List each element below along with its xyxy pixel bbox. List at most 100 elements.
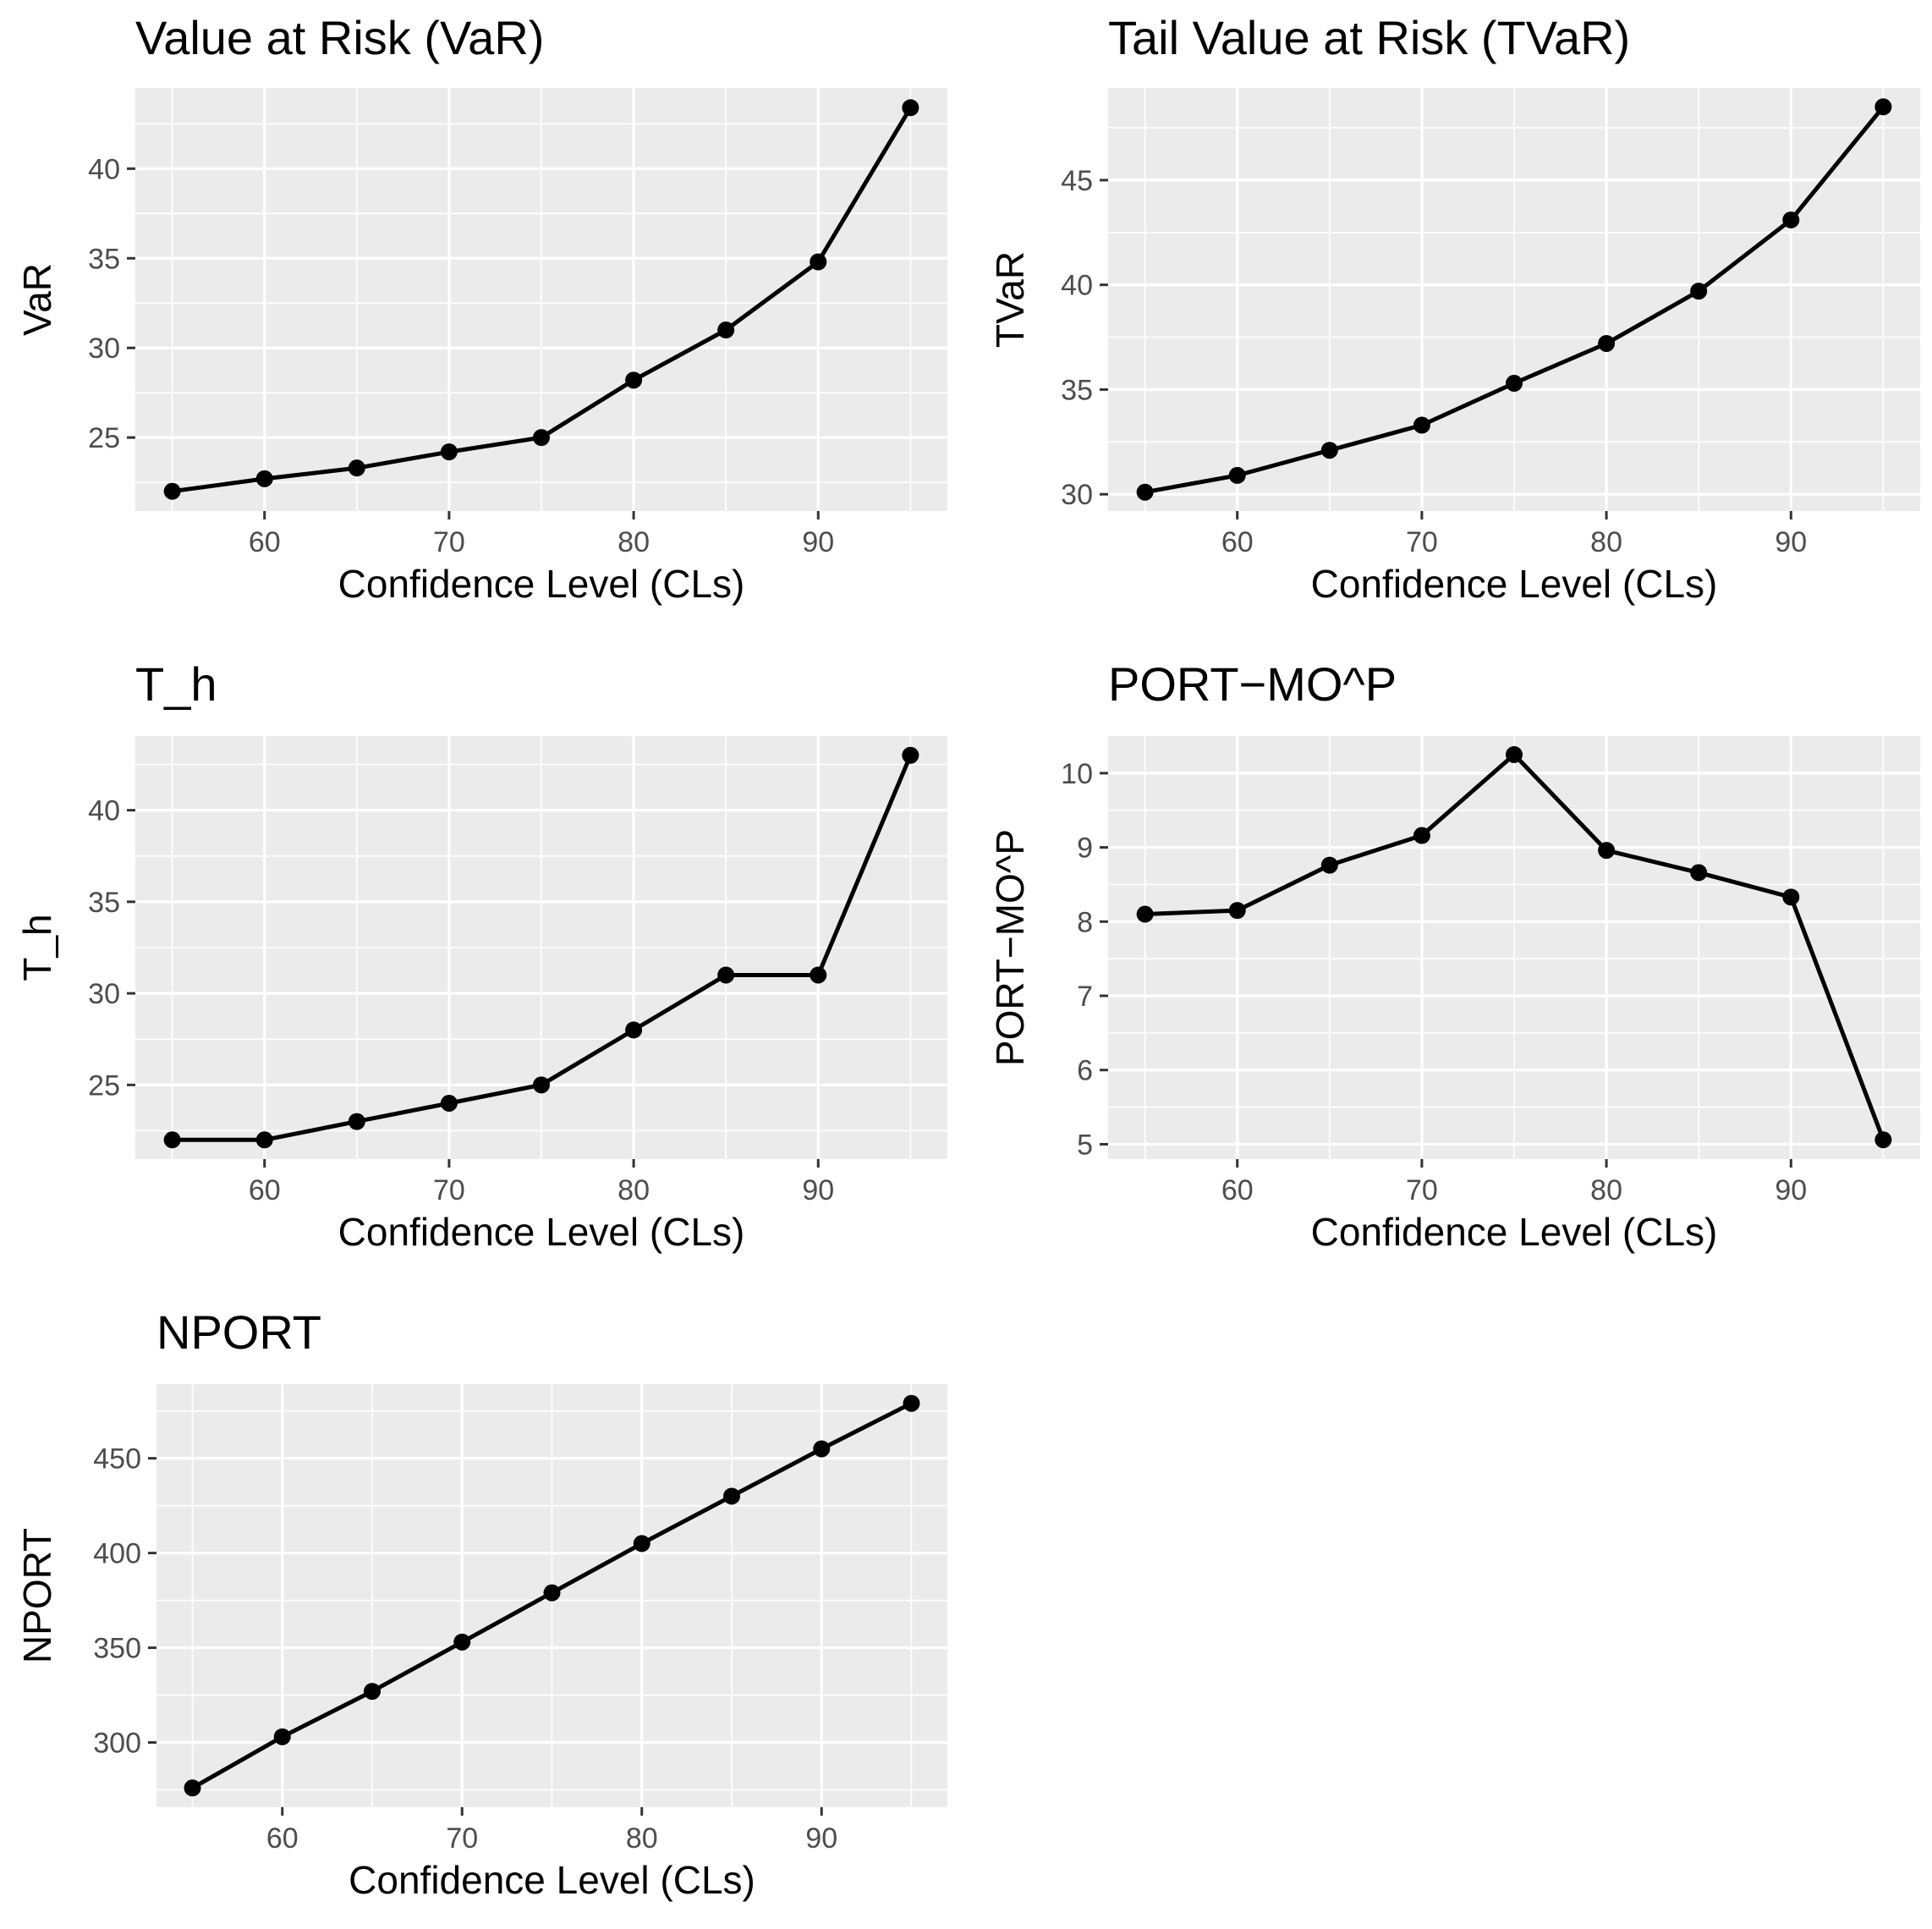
data-point: [902, 746, 919, 764]
x-tick-label: 70: [433, 526, 465, 558]
chart-title: Value at Risk (VaR): [135, 11, 544, 64]
chart-panel-1: 60 70 80 90 25 30 35 40 Value at Risk (VaR) Confi…: [15, 11, 947, 606]
y-axis-title: NPORT: [15, 1528, 59, 1663]
data-point: [348, 1113, 365, 1130]
data-point: [1136, 483, 1154, 501]
data-point: [533, 429, 550, 447]
data-point: [1413, 827, 1430, 844]
x-tick-label: 90: [1775, 526, 1807, 558]
data-point: [1598, 334, 1616, 352]
y-tick-label: 40: [88, 153, 120, 185]
data-point: [1320, 856, 1338, 874]
data-point: [723, 1487, 740, 1505]
x-tick-label: 80: [626, 1822, 658, 1855]
y-tick-label: 30: [1061, 479, 1093, 511]
y-tick-label: 40: [1061, 270, 1093, 302]
x-tick-label: 60: [249, 1174, 281, 1206]
data-point: [633, 1535, 650, 1553]
data-point: [1690, 283, 1708, 300]
data-point: [625, 371, 643, 389]
y-tick-label: 9: [1077, 833, 1093, 865]
data-point: [1506, 745, 1523, 763]
data-point: [1228, 466, 1246, 484]
x-axis-title: Confidence Level (CLs): [338, 1210, 745, 1254]
data-point: [348, 459, 365, 477]
x-tick-label: 90: [1775, 1174, 1807, 1206]
data-point: [163, 482, 181, 500]
data-point: [255, 470, 273, 487]
data-point: [1690, 864, 1708, 882]
data-point: [184, 1779, 201, 1797]
data-point: [1874, 1131, 1892, 1149]
y-tick-label: 35: [88, 887, 120, 919]
data-point: [543, 1584, 561, 1602]
chart-title: NPORT: [156, 1305, 321, 1359]
y-tick-label: 25: [88, 1069, 120, 1102]
x-tick-label: 60: [266, 1822, 299, 1855]
y-tick-label: 35: [88, 243, 120, 275]
y-tick-label: 30: [88, 978, 120, 1010]
x-tick-label: 70: [446, 1822, 478, 1855]
data-point: [255, 1131, 273, 1149]
x-axis-title: Confidence Level (CLs): [349, 1858, 755, 1902]
x-tick-label: 90: [805, 1822, 837, 1855]
y-tick-label: 7: [1077, 981, 1093, 1013]
x-tick-label: 70: [1406, 526, 1438, 558]
data-point: [902, 99, 919, 117]
data-point: [163, 1131, 181, 1149]
y-axis-title: T_h: [15, 914, 59, 981]
x-tick-label: 90: [802, 1174, 834, 1206]
y-tick-label: 40: [88, 795, 120, 827]
chart-panel-5: 60 70 80 90 300 350 400 450 NPORT Confidence Leve…: [15, 1305, 947, 1902]
data-point: [453, 1633, 471, 1651]
data-point: [717, 966, 735, 984]
data-point: [625, 1021, 643, 1039]
x-tick-label: 60: [1221, 1174, 1254, 1206]
data-point: [440, 443, 458, 461]
data-point: [1782, 888, 1800, 906]
y-tick-label: 6: [1077, 1055, 1093, 1087]
y-tick-label: 30: [88, 332, 120, 365]
data-point: [533, 1076, 550, 1094]
y-tick-label: 35: [1061, 374, 1093, 406]
x-axis-title: Confidence Level (CLs): [1311, 1210, 1718, 1254]
x-axis-title: Confidence Level (CLs): [1311, 562, 1718, 606]
data-point: [1228, 902, 1246, 920]
data-point: [1874, 98, 1892, 116]
x-tick-label: 70: [433, 1174, 465, 1206]
y-tick-label: 450: [93, 1443, 141, 1476]
chart-title: Tail Value at Risk (TVaR): [1108, 11, 1630, 64]
y-tick-label: 400: [93, 1538, 141, 1570]
y-axis-title: PORT−MO^P: [988, 829, 1032, 1066]
chart-panel-3: 60 70 80 90 25 30 35 40 T_h Confidence Level (CLs…: [15, 657, 947, 1254]
x-tick-label: 80: [617, 526, 650, 558]
data-point: [273, 1728, 291, 1745]
x-tick-label: 60: [1221, 526, 1254, 558]
y-tick-label: 10: [1061, 758, 1093, 790]
x-tick-label: 90: [802, 526, 834, 558]
data-point: [1782, 211, 1800, 228]
y-tick-label: 8: [1077, 906, 1093, 938]
data-point: [813, 1440, 831, 1458]
x-tick-label: 70: [1406, 1174, 1438, 1206]
data-point: [1136, 905, 1154, 923]
chart-panel-4: 60 70 80 90 5 6 7 8 9 10 PORT−MO^P Confidence Level…: [988, 657, 1920, 1254]
y-tick-label: 45: [1061, 165, 1093, 197]
y-tick-label: 25: [88, 422, 120, 454]
x-tick-label: 80: [1590, 1174, 1622, 1206]
chart-title: PORT−MO^P: [1108, 657, 1397, 711]
x-axis-title: Confidence Level (CLs): [338, 562, 745, 606]
chart-title: T_h: [135, 657, 217, 711]
chart-panel-2: 60 70 80 90 30 35 40 45 Tail Value at Risk (TVaR…: [988, 11, 1920, 606]
y-tick-label: 300: [93, 1728, 141, 1760]
data-point: [717, 322, 735, 339]
data-point: [1506, 375, 1523, 393]
data-point: [1413, 416, 1430, 434]
x-tick-label: 80: [617, 1174, 650, 1206]
data-point: [810, 253, 827, 271]
data-point: [364, 1683, 381, 1701]
x-tick-label: 80: [1590, 526, 1622, 558]
data-point: [903, 1394, 920, 1412]
x-tick-label: 60: [249, 526, 281, 558]
